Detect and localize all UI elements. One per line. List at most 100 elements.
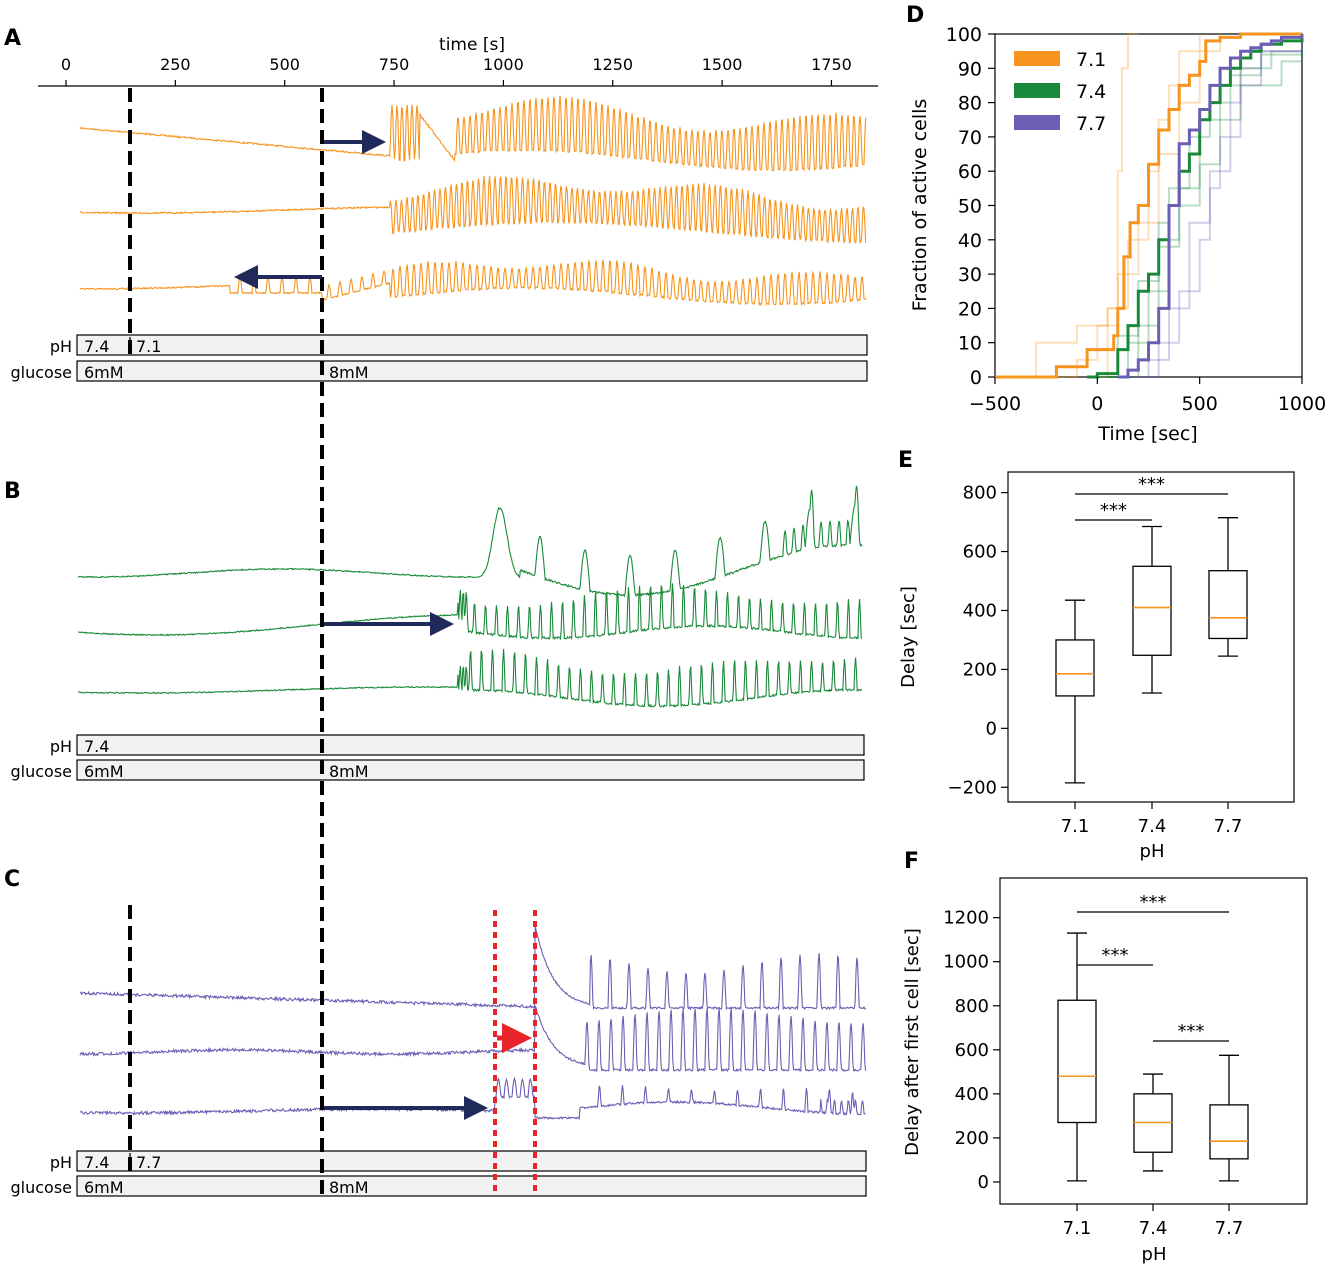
panel-b-ph-segment-1: 7.4 (84, 737, 109, 756)
panel-a-glucose-label: glucose (10, 363, 72, 382)
panel-a-xtick-label: 1500 (702, 55, 743, 74)
panel-e-xtick-label: 7.1 (1061, 816, 1090, 837)
panel-b-glucose-label: glucose (10, 762, 72, 781)
panel-f-ytick-label: 400 (955, 1084, 989, 1105)
panel-b-trace-3 (77, 648, 863, 708)
panel-a-xtick-label: 1250 (592, 55, 633, 74)
panel-a-time-axis: time [s] 0 250 500 750 1000 1250 1500 1750 (38, 35, 878, 87)
panel-f-ylabel: Delay after first cell [sec] (902, 928, 923, 1156)
panel-d-ytick-label: 0 (970, 367, 982, 389)
panel-f-ytick-label: 1200 (943, 908, 989, 929)
panel-b-traces (77, 485, 863, 708)
panel-d-series-7-4 (1087, 34, 1304, 379)
panel-a-trace-1 (79, 95, 867, 172)
panel-b-ph-label: pH (50, 737, 72, 756)
panel-d-legend: 7.1 7.4 7.7 (1014, 49, 1106, 135)
panel-letter-e: E (898, 448, 913, 473)
panel-d-ytick-label: 90 (958, 58, 982, 80)
panel-c-condition-bars: pH 7.4 7.7 glucose 6mM 8mM (10, 1150, 867, 1197)
panel-a-ph-segment-2: 7.1 (136, 337, 161, 356)
panel-e-ytick-label: 0 (986, 718, 997, 739)
panel-f-xlabel: pH (1142, 1244, 1167, 1265)
legend-label-7-7: 7.7 (1076, 113, 1106, 135)
panel-a-condition-bars: pH 7.4 7.1 glucose 6mM 8mM (10, 334, 868, 382)
panel-d-faint-series-7-1 (995, 33, 1139, 378)
panel-a-xtick-label: 0 (61, 55, 71, 74)
panel-d-ytick-label: 80 (958, 93, 982, 115)
panel-f-sig-label-2: *** (1140, 892, 1167, 913)
panel-c-glucose-segment-1: 6mM (84, 1178, 124, 1197)
panel-d-xtick-label: 500 (1182, 393, 1218, 415)
panel-c-glucose-label: glucose (10, 1178, 72, 1197)
panel-c-ph-bar (76, 1150, 867, 1172)
panel-d-ylabel: Fraction of active cells (909, 99, 931, 312)
panel-c-glucose-bar (76, 1175, 867, 1197)
panel-a-glucose-bar (76, 360, 868, 382)
panel-e-box-plot: −200 0 200 400 600 800 7.1 7.4 7.7 *** *** pH Dela… (898, 471, 1295, 862)
panel-e-box-1 (1055, 639, 1095, 697)
panel-d-individual-traces (995, 33, 1303, 378)
panel-b-glucose-segment-1: 6mM (84, 762, 124, 781)
panel-f-xtick-label: 7.1 (1063, 1218, 1092, 1239)
panel-letter-a: A (4, 26, 21, 51)
panel-d-series-7-7 (1117, 34, 1304, 379)
panel-d-ytick-label: 40 (958, 230, 982, 252)
legend-label-7-4: 7.4 (1076, 81, 1106, 103)
panel-d-ytick-label: 50 (958, 196, 982, 218)
panel-a-ph-bar (76, 334, 868, 356)
panel-e-sig-label-1: *** (1100, 500, 1127, 521)
panel-e-xtick-label: 7.4 (1138, 816, 1167, 837)
panel-f-box-3 (1209, 1104, 1249, 1160)
panel-a-xtick-label: 1750 (811, 55, 852, 74)
panel-a-traces (79, 95, 867, 307)
panel-b-trace-1 (77, 485, 863, 598)
panel-c-traces (79, 925, 867, 1121)
panel-a-xtick-label: 500 (269, 55, 300, 74)
panel-a-xtick-label: 250 (160, 55, 191, 74)
panel-d-ytick-label: 10 (958, 333, 982, 355)
panel-b-condition-bars: pH 7.4 glucose 6mM 8mM (10, 734, 865, 781)
panel-d-ytick-label: 100 (946, 24, 982, 46)
panel-d-faint-series-7-7 (1138, 34, 1303, 378)
panel-d-ticks: −500 0 500 1000 0 10 20 30 40 50 60 70 80 90 100 (946, 24, 1326, 415)
panel-letter-b: B (4, 479, 21, 504)
panel-d-ytick-label: 30 (958, 264, 982, 286)
panel-f-ytick-label: 0 (978, 1172, 989, 1193)
panel-f-ytick-label: 1000 (943, 952, 989, 973)
panel-f-ytick-label: 600 (955, 1040, 989, 1061)
panel-d-faint-series-7-7 (1128, 37, 1303, 378)
panel-f-box-1 (1057, 999, 1097, 1124)
panel-d-ytick-label: 20 (958, 298, 982, 320)
panel-d-xtick-label: 1000 (1278, 393, 1326, 415)
panel-e-xtick-label: 7.7 (1214, 816, 1243, 837)
panel-a-glucose-segment-1: 6mM (84, 363, 124, 382)
panel-d-series-7-1 (995, 32, 1302, 379)
panel-letter-c: C (4, 867, 20, 892)
panel-a-xtick-label: 750 (379, 55, 410, 74)
panel-f-xtick-label: 7.4 (1139, 1218, 1168, 1239)
panel-a-axis-title: time [s] (439, 35, 505, 55)
legend-swatch-7-7 (1014, 115, 1060, 130)
panel-a-xtick-label: 1000 (483, 55, 524, 74)
panel-b-trace-2 (77, 583, 863, 641)
panel-e-box-3 (1208, 570, 1248, 640)
panel-e-sig-label-2: *** (1138, 474, 1165, 495)
panel-f-ytick-label: 200 (955, 1128, 989, 1149)
panel-a-ph-segment-1: 7.4 (84, 337, 109, 356)
panel-b-glucose-bar (76, 759, 865, 781)
panel-c-ph-label: pH (50, 1153, 72, 1172)
panel-c-trace-3 (79, 1076, 866, 1121)
legend-label-7-1: 7.1 (1076, 49, 1106, 71)
panel-d-faint-series-7-1 (1087, 34, 1201, 378)
panel-d-xtick-label: 0 (1091, 393, 1103, 415)
panel-e-ytick-label: 200 (963, 659, 997, 680)
panel-d-cumulative-plot: −500 0 500 1000 0 10 20 30 40 50 60 70 80 90 100 Time … (909, 24, 1326, 445)
panel-e-ytick-label: 800 (963, 483, 997, 504)
panel-b-ph-bar (76, 734, 865, 756)
panel-d-mean-traces (995, 32, 1304, 379)
panel-e-ylabel: Delay [sec] (898, 586, 919, 688)
panel-e-ytick-label: −200 (948, 777, 997, 798)
panel-d-xtick-label: −500 (969, 393, 1021, 415)
